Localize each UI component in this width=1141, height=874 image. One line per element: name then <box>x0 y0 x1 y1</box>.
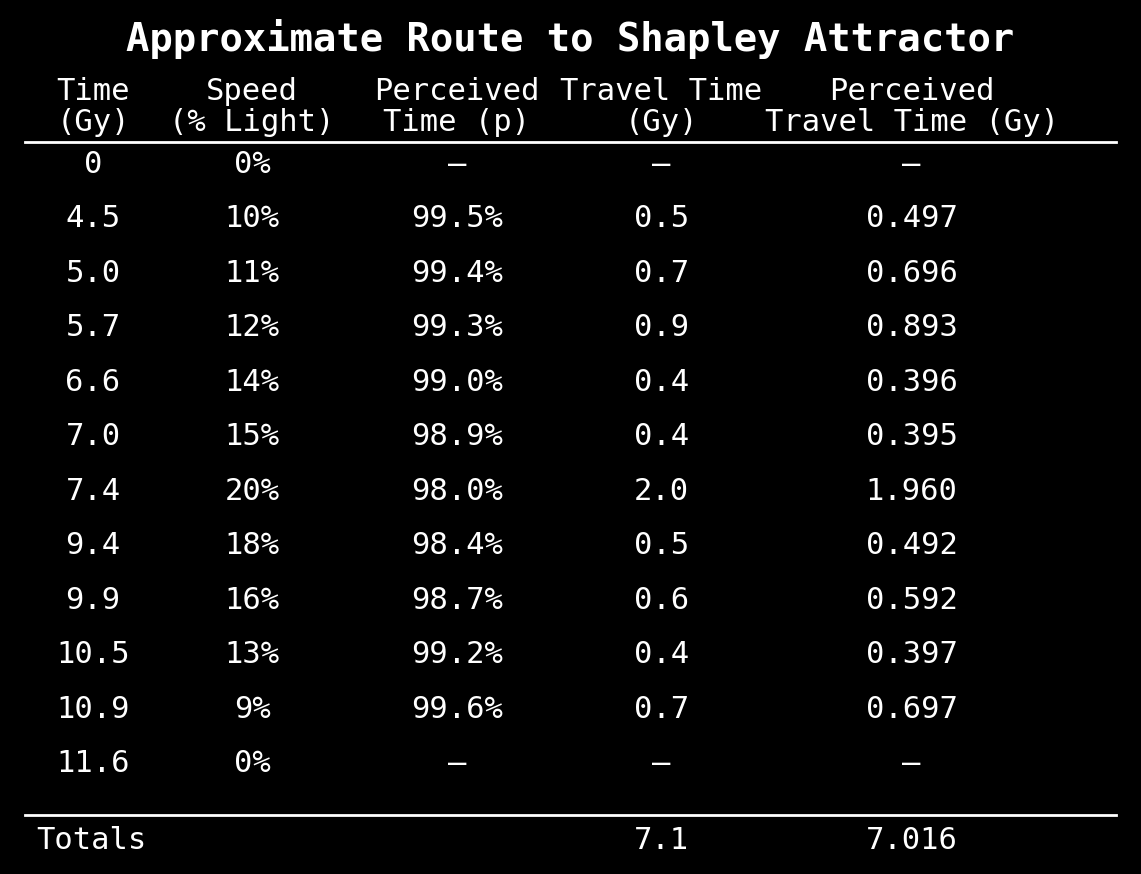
Text: 0.396: 0.396 <box>866 368 957 397</box>
Text: 2.0: 2.0 <box>634 476 689 506</box>
Text: 5.7: 5.7 <box>65 313 121 343</box>
Text: —: — <box>903 749 921 778</box>
Text: 0.696: 0.696 <box>866 259 957 288</box>
Text: 99.0%: 99.0% <box>411 368 503 397</box>
Text: 98.4%: 98.4% <box>411 531 503 560</box>
Text: 0.497: 0.497 <box>866 205 957 233</box>
Text: 0.397: 0.397 <box>866 641 957 669</box>
Text: —: — <box>653 749 671 778</box>
Text: Time (p): Time (p) <box>383 108 531 137</box>
Text: 7.1: 7.1 <box>634 826 689 856</box>
Text: 0.5: 0.5 <box>634 205 689 233</box>
Text: 0.7: 0.7 <box>634 259 689 288</box>
Text: 98.9%: 98.9% <box>411 422 503 451</box>
Text: 98.7%: 98.7% <box>411 586 503 614</box>
Text: (Gy): (Gy) <box>625 108 698 137</box>
Text: 0.697: 0.697 <box>866 695 957 724</box>
Text: Travel Time: Travel Time <box>560 77 762 107</box>
Text: 0.7: 0.7 <box>634 695 689 724</box>
Text: 0.9: 0.9 <box>634 313 689 343</box>
Text: 0.6: 0.6 <box>634 586 689 614</box>
Text: 18%: 18% <box>225 531 280 560</box>
Text: 9%: 9% <box>234 695 270 724</box>
Text: 7.0: 7.0 <box>65 422 121 451</box>
Text: 99.6%: 99.6% <box>411 695 503 724</box>
Text: Totals: Totals <box>37 826 146 856</box>
Text: 16%: 16% <box>225 586 280 614</box>
Text: 0.5: 0.5 <box>634 531 689 560</box>
Text: Perceived: Perceived <box>828 77 994 107</box>
Text: 12%: 12% <box>225 313 280 343</box>
Text: 99.2%: 99.2% <box>411 641 503 669</box>
Text: —: — <box>447 749 466 778</box>
Text: 99.4%: 99.4% <box>411 259 503 288</box>
Text: Travel Time (Gy): Travel Time (Gy) <box>764 108 1059 137</box>
Text: Approximate Route to Shapley Attractor: Approximate Route to Shapley Attractor <box>127 19 1014 59</box>
Text: 0.893: 0.893 <box>866 313 957 343</box>
Text: 11%: 11% <box>225 259 280 288</box>
Text: 9.9: 9.9 <box>65 586 121 614</box>
Text: 0.4: 0.4 <box>634 422 689 451</box>
Text: 9.4: 9.4 <box>65 531 121 560</box>
Text: (% Light): (% Light) <box>170 108 334 137</box>
Text: 7.016: 7.016 <box>866 826 957 856</box>
Text: 1.960: 1.960 <box>866 476 957 506</box>
Text: 11.6: 11.6 <box>56 749 130 778</box>
Text: —: — <box>447 149 466 179</box>
Text: 0%: 0% <box>234 749 270 778</box>
Text: (Gy): (Gy) <box>56 108 130 137</box>
Text: 6.6: 6.6 <box>65 368 121 397</box>
Text: 0.395: 0.395 <box>866 422 957 451</box>
Text: 13%: 13% <box>225 641 280 669</box>
Text: 15%: 15% <box>225 422 280 451</box>
Text: 0: 0 <box>83 149 103 179</box>
Text: 14%: 14% <box>225 368 280 397</box>
Text: 10.9: 10.9 <box>56 695 130 724</box>
Text: 4.5: 4.5 <box>65 205 121 233</box>
Text: Perceived: Perceived <box>374 77 540 107</box>
Text: 10%: 10% <box>225 205 280 233</box>
Text: —: — <box>903 149 921 179</box>
Text: 20%: 20% <box>225 476 280 506</box>
Text: 99.3%: 99.3% <box>411 313 503 343</box>
Text: 7.4: 7.4 <box>65 476 121 506</box>
Text: 5.0: 5.0 <box>65 259 121 288</box>
Text: 98.0%: 98.0% <box>411 476 503 506</box>
Text: 0.492: 0.492 <box>866 531 957 560</box>
Text: 10.5: 10.5 <box>56 641 130 669</box>
Text: 0.592: 0.592 <box>866 586 957 614</box>
Text: —: — <box>653 149 671 179</box>
Text: 0.4: 0.4 <box>634 641 689 669</box>
Text: Speed: Speed <box>207 77 298 107</box>
Text: Time: Time <box>56 77 130 107</box>
Text: 99.5%: 99.5% <box>411 205 503 233</box>
Text: 0.4: 0.4 <box>634 368 689 397</box>
Text: 0%: 0% <box>234 149 270 179</box>
